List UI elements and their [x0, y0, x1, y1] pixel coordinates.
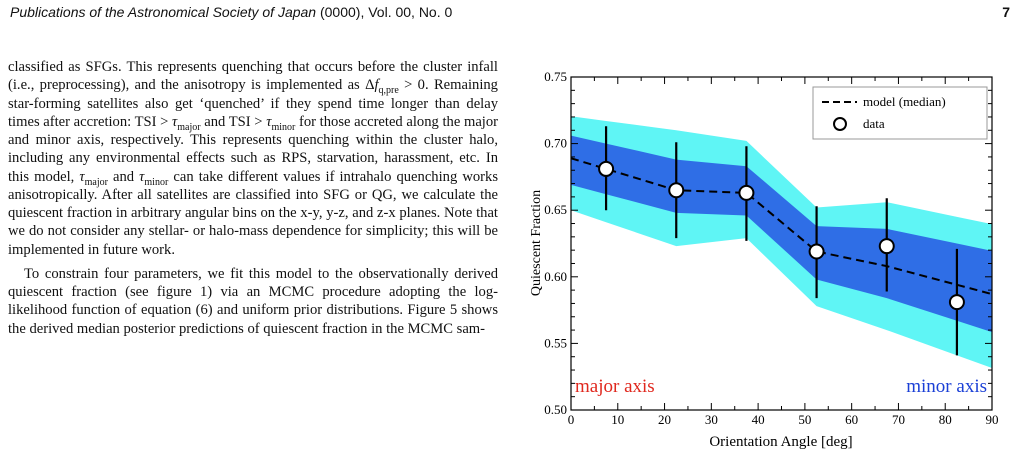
- x-tick-label: 80: [939, 412, 952, 427]
- x-tick-label: 70: [892, 412, 905, 427]
- x-axis-label: Orientation Angle [deg]: [709, 434, 852, 450]
- x-tick-label: 30: [705, 412, 718, 427]
- y-tick-label: 0.75: [544, 69, 567, 84]
- paragraph-fit: To constrain four parameters, we fit thi…: [8, 265, 498, 337]
- x-tick-label: 10: [611, 412, 624, 427]
- journal-name: Publications of the Astronomical Society…: [10, 4, 317, 20]
- x-tick-label: 40: [752, 412, 765, 427]
- text-column: classified as SFGs. This represents quen…: [8, 58, 498, 338]
- data-point: [948, 294, 965, 311]
- page-header: Publications of the Astronomical Society…: [10, 4, 1010, 26]
- y-tick-label: 0.50: [544, 402, 567, 417]
- y-tick-label: 0.60: [544, 269, 567, 284]
- page-number: 7: [1002, 4, 1010, 20]
- annotation-major-axis: major axis: [575, 376, 655, 397]
- x-tick-label: 20: [658, 412, 671, 427]
- model-median-line: [570, 157, 993, 296]
- annotation-minor-axis: minor axis: [906, 376, 987, 397]
- paragraph-model: classified as SFGs. This represents quen…: [8, 59, 499, 258]
- data-point: [668, 182, 685, 199]
- data-point: [738, 184, 755, 201]
- x-tick-label: 90: [986, 412, 999, 427]
- legend: model (median) data: [812, 86, 988, 140]
- quiescent-fraction-chart: 0 10 20 30 40 50 60 70 80 90 0.50 0.55 0.60 0.65 0.70 0…: [530, 69, 999, 450]
- x-tick-label: 60: [845, 412, 858, 427]
- running-head: Publications of the Astronomical Society…: [10, 4, 452, 20]
- x-tick-label: 0: [568, 412, 575, 427]
- y-axis-label: Quiescent Fraction: [530, 190, 544, 296]
- data-point: [808, 243, 825, 260]
- legend-model-label: model (median): [863, 94, 946, 109]
- y-tick-label: 0.55: [544, 335, 567, 350]
- legend-data-marker: [833, 117, 847, 131]
- y-tick-label: 0.70: [544, 136, 567, 151]
- data-point: [598, 160, 615, 177]
- journal-volume: (0000), Vol. 00, No. 0: [319, 4, 453, 20]
- y-tick-label: 0.65: [544, 202, 567, 217]
- legend-data-label: data: [863, 116, 885, 131]
- data-point: [878, 238, 895, 255]
- x-tick-label: 50: [798, 412, 811, 427]
